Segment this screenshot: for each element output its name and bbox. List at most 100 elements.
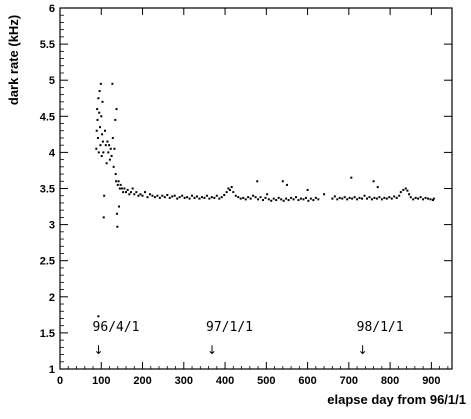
data-point (368, 196, 371, 199)
down-arrow-icon: ↓ (207, 343, 217, 357)
data-point (210, 196, 213, 199)
annotation-label: 96/4/1 (93, 320, 140, 335)
data-point (141, 194, 144, 197)
data-point (200, 196, 203, 199)
data-point (419, 196, 422, 199)
data-point (176, 197, 179, 200)
data-point (213, 196, 216, 199)
data-point (198, 197, 201, 200)
data-point (107, 151, 110, 154)
data-point (146, 196, 149, 199)
data-point (232, 191, 235, 194)
data-point (115, 212, 118, 215)
data-point (119, 183, 122, 186)
data-point (398, 194, 401, 197)
data-point (99, 144, 102, 147)
data-point (118, 187, 121, 190)
data-point (95, 129, 98, 132)
data-point (111, 82, 114, 85)
down-arrow-icon: ↓ (94, 343, 104, 357)
data-point (133, 193, 136, 196)
data-point (247, 196, 250, 199)
data-point (275, 199, 278, 202)
data-point (215, 194, 218, 197)
data-point (114, 173, 117, 176)
data-point (348, 196, 351, 199)
annotation-label: 97/1/1 (206, 320, 253, 335)
data-point (306, 188, 309, 191)
data-point (223, 193, 226, 196)
data-point (280, 198, 283, 201)
data-point (299, 197, 302, 200)
y-tick-label: 5 (49, 75, 55, 87)
data-point (105, 162, 108, 165)
data-point (314, 196, 317, 199)
data-point (163, 196, 166, 199)
data-point (96, 108, 99, 111)
data-point (429, 198, 432, 201)
data-point (186, 196, 189, 199)
data-point (108, 144, 111, 147)
data-point (262, 199, 265, 202)
data-point (390, 197, 393, 200)
data-point (230, 186, 233, 189)
data-point (404, 187, 407, 190)
data-point (111, 136, 114, 139)
data-point (351, 197, 354, 200)
data-point (104, 144, 107, 147)
data-point (393, 195, 396, 198)
data-point (358, 196, 361, 199)
data-point (361, 197, 364, 200)
data-point (151, 194, 154, 197)
data-point (137, 194, 140, 197)
y-tick-label: 4.5 (40, 111, 55, 123)
data-point (128, 193, 131, 196)
data-point (323, 193, 326, 196)
y-tick-label: 1 (49, 364, 55, 376)
data-point (103, 129, 106, 132)
data-point (131, 187, 134, 190)
data-point (116, 225, 119, 228)
data-point (173, 194, 176, 197)
data-point (333, 195, 336, 198)
data-point (427, 197, 430, 200)
data-point (422, 198, 425, 201)
data-point (239, 197, 242, 200)
data-point (234, 194, 237, 197)
data-point (365, 197, 368, 200)
data-point (148, 193, 151, 196)
data-point (95, 147, 98, 150)
data-point (101, 133, 104, 136)
data-point (129, 191, 132, 194)
data-point (220, 196, 223, 199)
data-point (363, 194, 366, 197)
date-annotations: 96/4/1 ↓ 97/1/1 ↓ 98/1/1 ↓ (93, 320, 404, 357)
data-point (297, 199, 300, 202)
data-point (417, 197, 420, 200)
data-point (343, 196, 346, 199)
data-point (432, 199, 435, 202)
data-point (302, 198, 305, 201)
data-point (414, 196, 417, 199)
data-point (181, 194, 184, 197)
data-point (341, 197, 344, 200)
data-point (122, 191, 125, 194)
data-point (399, 191, 402, 194)
data-point (264, 196, 267, 199)
data-point (188, 197, 191, 200)
data-point (156, 194, 159, 197)
data-point (304, 196, 307, 199)
data-point (409, 196, 412, 199)
data-point (292, 198, 295, 201)
data-point (424, 196, 427, 199)
data-point (257, 198, 260, 201)
data-point (144, 191, 147, 194)
data-point (153, 196, 156, 199)
data-point (244, 198, 247, 201)
data-point (290, 196, 293, 199)
data-point (383, 196, 386, 199)
data-point (101, 100, 104, 103)
y-tick-label: 4 (49, 147, 56, 159)
data-point (282, 199, 285, 202)
